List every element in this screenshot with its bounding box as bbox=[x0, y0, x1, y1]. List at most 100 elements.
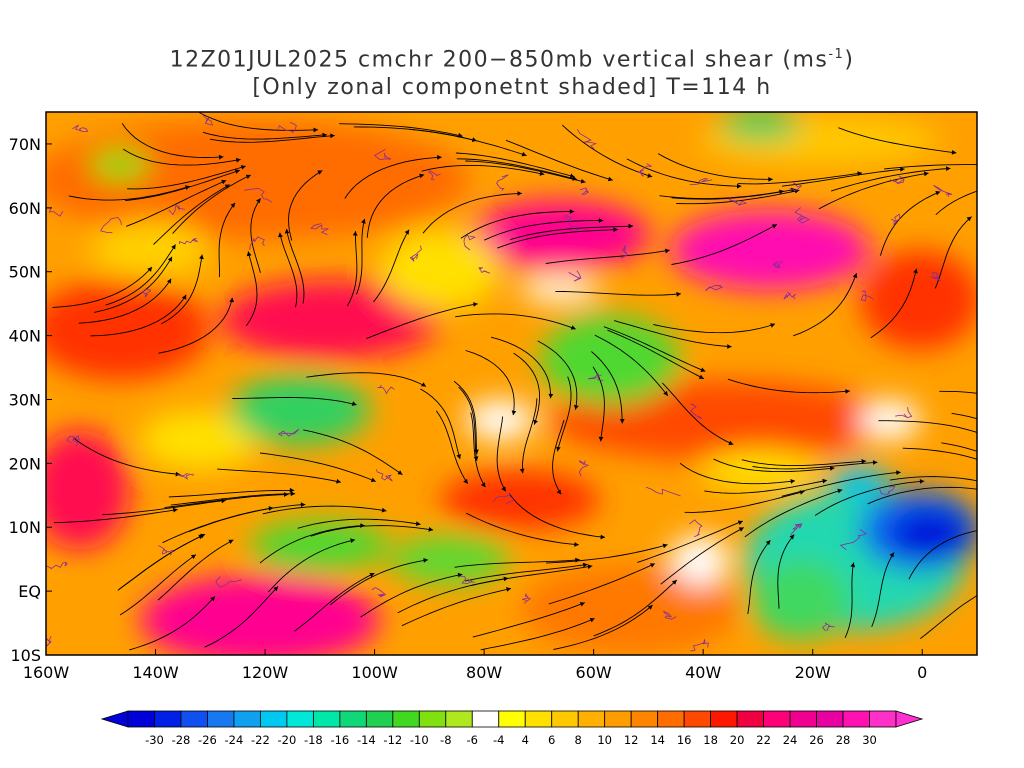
streamline-arrow bbox=[665, 248, 670, 254]
zonal-shear-shading bbox=[46, 112, 977, 655]
streamline bbox=[198, 112, 319, 131]
streamline bbox=[422, 192, 522, 234]
colorbar-label: 18 bbox=[703, 733, 718, 747]
contour-line bbox=[839, 528, 867, 551]
streamline-arrow bbox=[923, 171, 929, 177]
colorbar-label: -26 bbox=[198, 733, 217, 747]
streamline-arrow bbox=[837, 488, 843, 494]
streamline bbox=[420, 388, 461, 460]
streamline-arrow bbox=[330, 133, 335, 139]
streamline bbox=[310, 525, 434, 537]
streamline bbox=[659, 190, 784, 200]
streamline-arrow bbox=[829, 466, 835, 471]
longitude-axis: 160W 140W 120W 100W 80W 60W 40W 20W 0 bbox=[23, 649, 927, 682]
streamline bbox=[522, 398, 538, 474]
streamline bbox=[465, 350, 515, 416]
colorbar-label: -30 bbox=[145, 733, 164, 747]
colorbar-cell bbox=[710, 710, 738, 728]
streamline-arrow bbox=[698, 374, 704, 379]
lat-label: 50N bbox=[9, 263, 41, 282]
streamline bbox=[561, 124, 653, 178]
streamline-arrow bbox=[598, 436, 604, 442]
streamline bbox=[52, 266, 153, 308]
contour-line bbox=[522, 593, 531, 604]
streamline-arrow bbox=[198, 534, 204, 540]
streamline-arrow bbox=[147, 267, 152, 272]
streamline bbox=[660, 527, 745, 585]
streamline bbox=[172, 174, 251, 234]
lon-label: 0 bbox=[917, 663, 927, 682]
colorbar-cell bbox=[180, 710, 208, 728]
streamline-arrow bbox=[290, 491, 296, 497]
streamline bbox=[781, 168, 905, 187]
streamline-arrow bbox=[935, 190, 941, 196]
streamline bbox=[741, 459, 867, 467]
streamline bbox=[435, 410, 469, 485]
streamline-arrow bbox=[511, 410, 517, 416]
streamline-arrow bbox=[845, 389, 850, 394]
contour-line bbox=[645, 486, 681, 497]
streamline bbox=[592, 366, 605, 442]
streamline bbox=[455, 152, 575, 178]
streamline-arrow bbox=[789, 534, 795, 540]
streamline bbox=[217, 468, 341, 483]
streamline-arrow bbox=[569, 209, 575, 214]
contour-line bbox=[492, 493, 515, 505]
streamline-arrow bbox=[278, 232, 283, 238]
streamline-arrow bbox=[245, 174, 251, 179]
contour-line bbox=[375, 469, 393, 482]
lon-label: 20W bbox=[795, 663, 831, 682]
streamline-arrow bbox=[521, 151, 527, 157]
lon-label: 40W bbox=[685, 663, 721, 682]
lat-label: EQ bbox=[18, 582, 41, 601]
streamline bbox=[294, 572, 375, 632]
contour-line bbox=[428, 169, 441, 180]
streamline bbox=[105, 244, 176, 306]
streamline-arrow bbox=[700, 367, 706, 372]
colorbar-label: 30 bbox=[862, 733, 877, 747]
streamline bbox=[456, 158, 578, 180]
streamline bbox=[613, 320, 732, 348]
streamline-arrow bbox=[221, 179, 227, 185]
streamline-arrow bbox=[284, 492, 289, 497]
streamline-arrow bbox=[768, 177, 773, 182]
streamline bbox=[153, 184, 231, 245]
streamline bbox=[552, 419, 565, 495]
streamline-arrow bbox=[501, 486, 506, 492]
colorbar-label: 28 bbox=[836, 733, 851, 747]
streamline bbox=[603, 326, 706, 372]
streamline bbox=[653, 323, 776, 334]
streamline-arrow bbox=[600, 534, 606, 540]
lat-label: 60N bbox=[9, 199, 41, 218]
streamline bbox=[537, 340, 578, 410]
streamline bbox=[122, 148, 241, 166]
streamline-arrow bbox=[218, 154, 224, 160]
contour-line bbox=[790, 523, 803, 536]
colorbar-cell bbox=[763, 710, 791, 728]
streamline bbox=[78, 278, 172, 324]
streamline-arrow bbox=[428, 527, 434, 532]
contour-line bbox=[278, 122, 297, 134]
streamline bbox=[555, 290, 681, 296]
colorbar: -30 -28 -26 -24 -22 -20 -18 -16 -14 -12 -10 -8 -6 -4 4… bbox=[100, 710, 924, 747]
streamline bbox=[704, 479, 828, 494]
colorbar-cell bbox=[312, 710, 341, 728]
streamline-arrow bbox=[900, 167, 905, 172]
streamline bbox=[671, 224, 778, 265]
streamline bbox=[397, 577, 509, 614]
contour-line bbox=[310, 223, 329, 236]
colorbar-cell bbox=[260, 710, 288, 728]
colorbar-label: 24 bbox=[783, 733, 798, 747]
colorbar-label: 22 bbox=[756, 733, 771, 747]
streamline-arrow bbox=[587, 564, 593, 570]
streamline-arrow bbox=[317, 170, 323, 175]
contour-line bbox=[496, 174, 509, 191]
streamline bbox=[126, 179, 227, 227]
streamline bbox=[871, 552, 895, 627]
streamline-arrow bbox=[779, 189, 784, 195]
lat-label: 30N bbox=[9, 390, 41, 409]
streamline-arrow bbox=[235, 157, 241, 163]
contour-line bbox=[705, 285, 723, 292]
contour-line bbox=[201, 113, 213, 126]
streamline-arrow bbox=[598, 218, 604, 223]
